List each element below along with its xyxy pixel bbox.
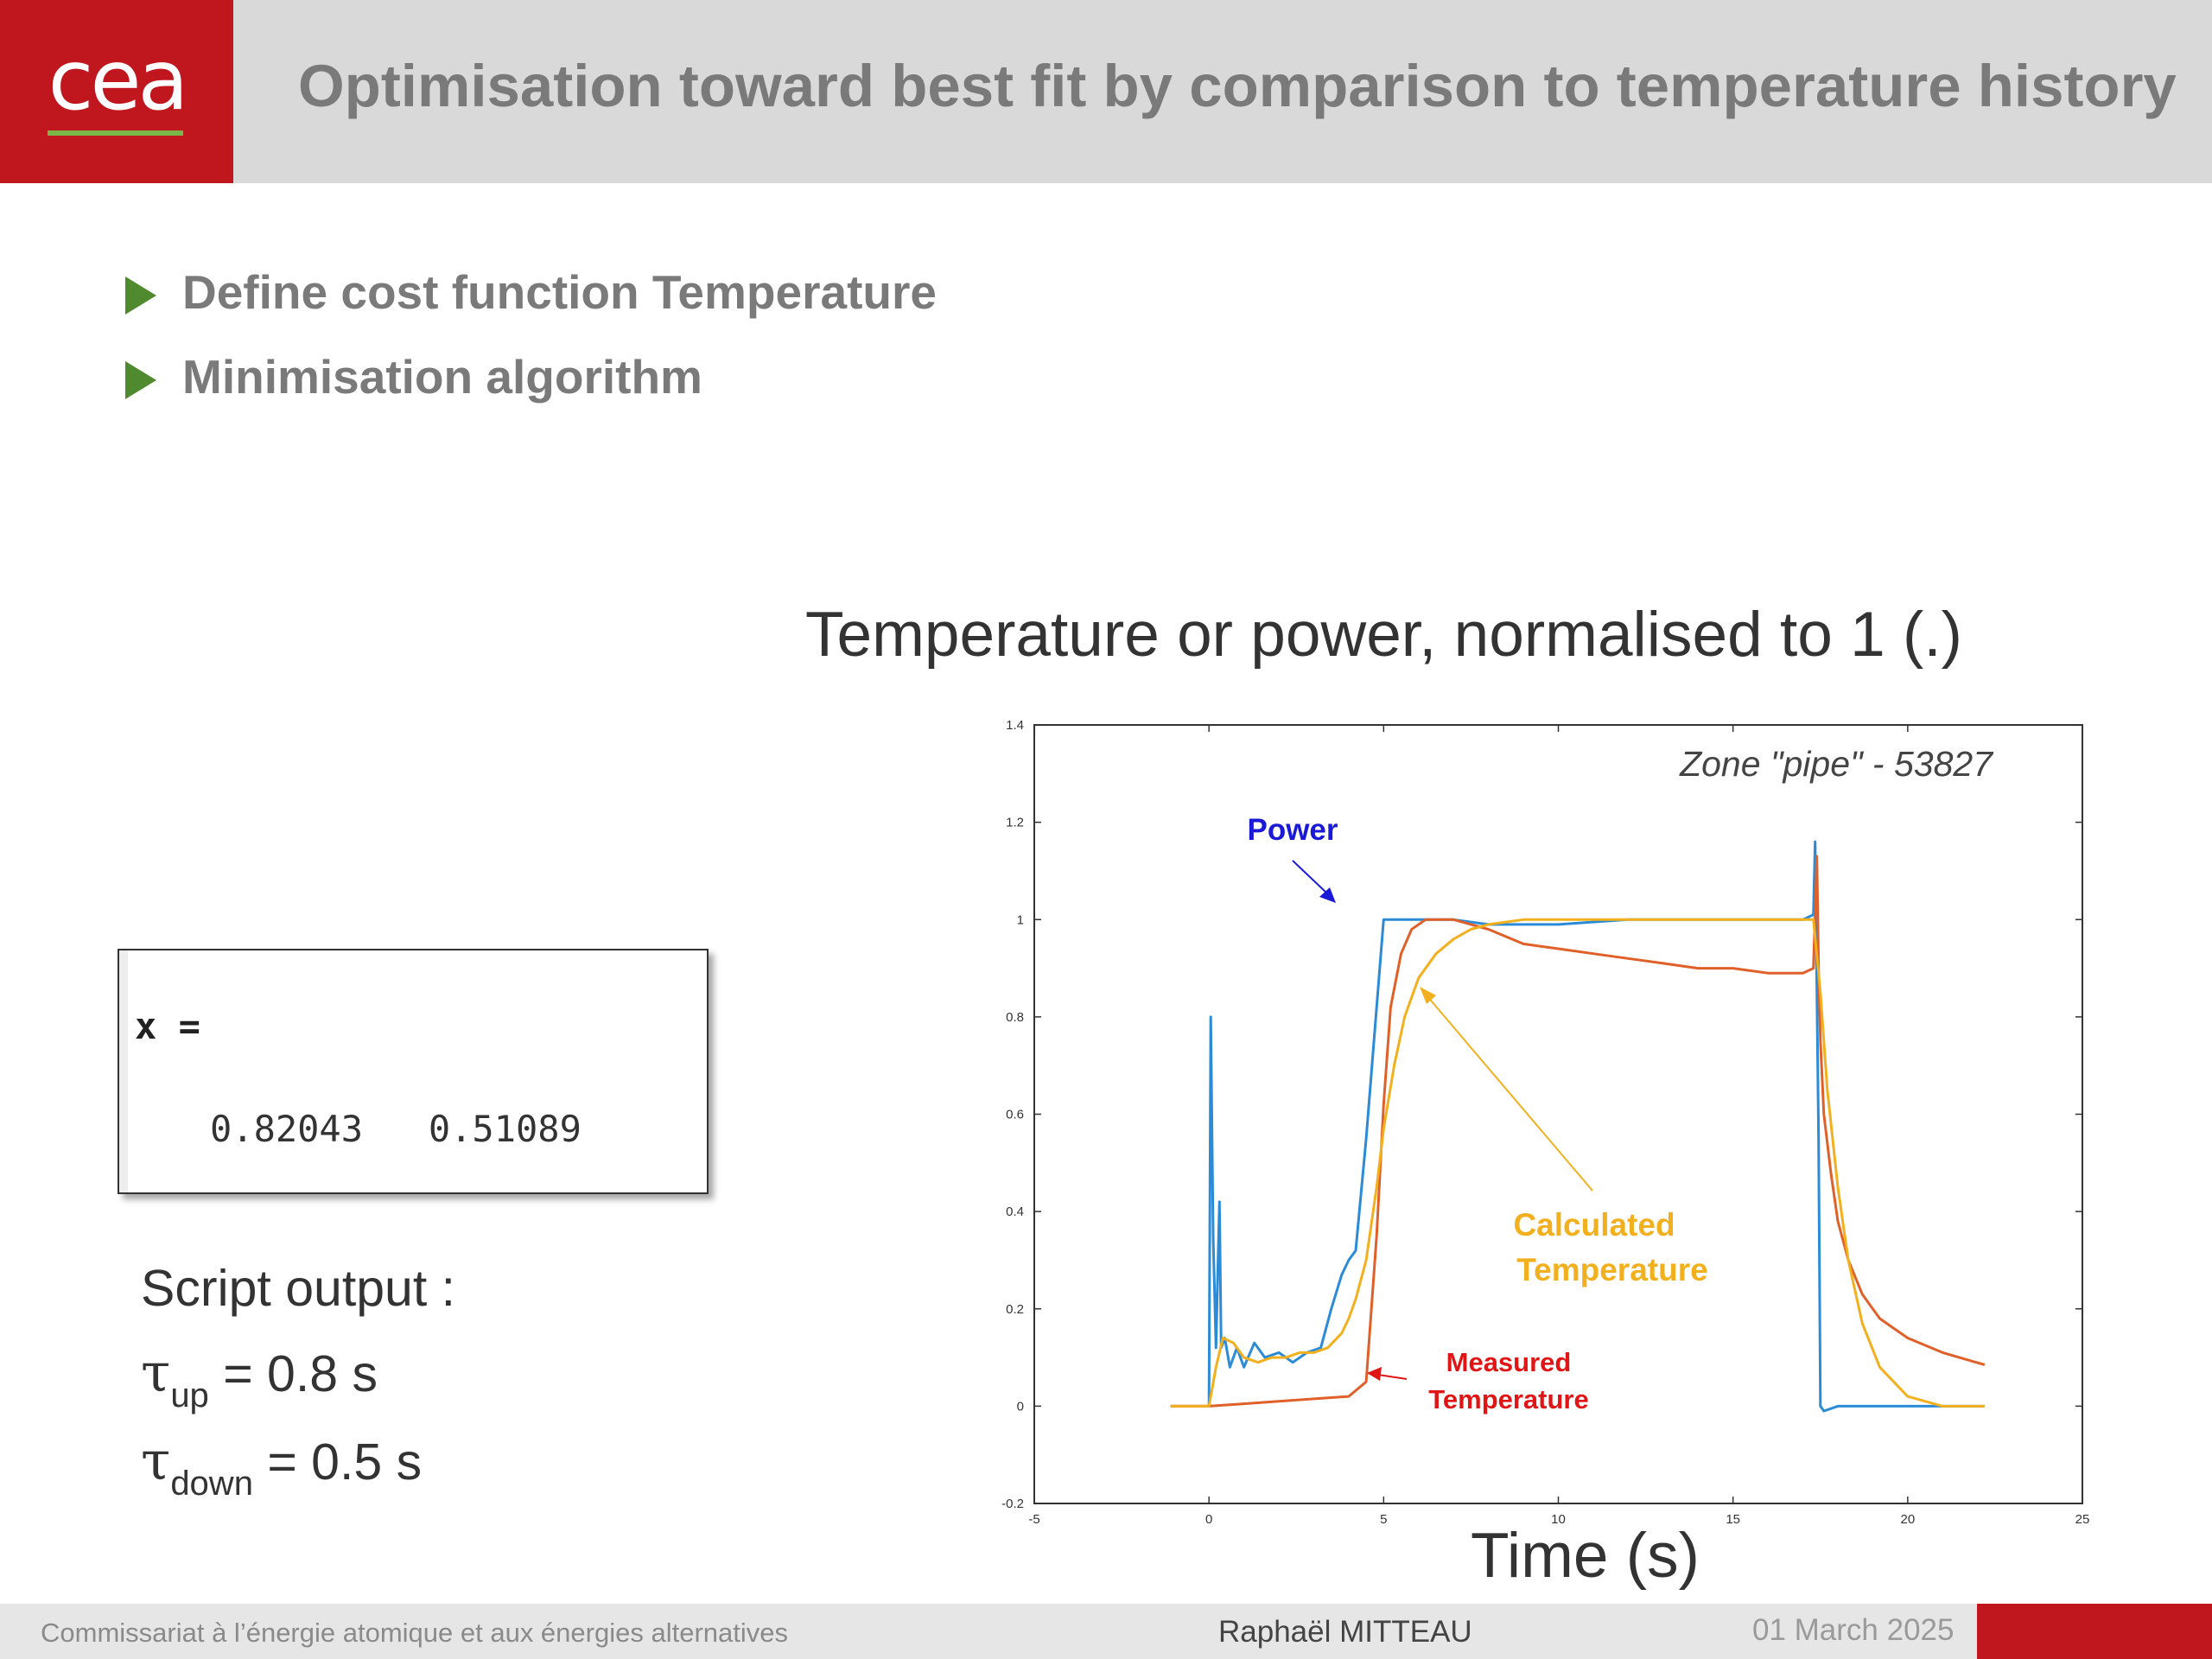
footer-date: 01 March 2025 <box>1752 1613 1955 1647</box>
logo-text: cea <box>48 32 189 129</box>
y-tick-label: 1.2 <box>1006 816 1024 830</box>
x-tick-label: 15 <box>1726 1512 1740 1527</box>
bullet-text: Define cost function Temperature <box>182 265 937 319</box>
script-console: x = 0.82043 0.51089 <box>118 949 709 1194</box>
output-heading: Script output : <box>141 1260 456 1317</box>
footer-author: Raphaël MITTEAU <box>1218 1615 1472 1649</box>
bullet-arrow-icon <box>125 276 156 315</box>
console-variable: x = <box>135 1005 200 1047</box>
x-axis-title: Time (s) <box>1471 1521 1700 1591</box>
y-tick-label: 0.2 <box>1006 1302 1024 1317</box>
x-tick-label: 5 <box>1380 1512 1387 1527</box>
tau-down-value: = 0.5 s <box>252 1433 423 1491</box>
tau-symbol: τ <box>141 1429 171 1492</box>
console-values: 0.82043 0.51089 <box>210 1108 582 1150</box>
bullet-arrow-icon <box>125 361 156 399</box>
y-tick-label: 0.6 <box>1006 1108 1024 1122</box>
footer-accent <box>1977 1604 2212 1659</box>
power-annotation: Power <box>1247 813 1338 847</box>
measured-arrow-head <box>1367 1367 1382 1381</box>
measured-annotation: Temperature <box>1428 1384 1589 1414</box>
x-tick-label: 0 <box>1205 1512 1212 1527</box>
tau-down-line: τdown = 0.5 s <box>141 1429 423 1503</box>
tau-up-value: = 0.8 s <box>208 1345 378 1402</box>
measured-arrow-line <box>1377 1374 1408 1380</box>
tau-up-subscript: up <box>170 1376 209 1414</box>
calculated-arrow-line <box>1426 995 1593 1192</box>
footer-organisation: Commissariat à l’énergie atomique et aux… <box>41 1618 788 1648</box>
slide-header <box>0 0 2212 183</box>
cea-logo: cea <box>0 0 233 183</box>
y-tick-label: 1 <box>1017 912 1024 927</box>
slide-footer <box>0 1604 2212 1659</box>
console-side-bar <box>119 950 128 1192</box>
power-arrow-line <box>1292 860 1328 894</box>
calculated-annotation: Calculated <box>1513 1207 1675 1243</box>
x-tick-label: 20 <box>1900 1512 1915 1527</box>
y-tick-label: -0.2 <box>1001 1497 1024 1511</box>
bullet-text: Minimisation algorithm <box>182 350 702 404</box>
x-tick-label: -5 <box>1028 1512 1039 1527</box>
measured-annotation: Measured <box>1446 1347 1572 1377</box>
zone-label: Zone "pipe" - 53827 <box>1679 744 1994 784</box>
tau-symbol: τ <box>141 1341 171 1404</box>
tau-up-line: τup = 0.8 s <box>141 1341 378 1415</box>
calculated-temperature-series-line <box>1170 918 1985 1408</box>
power-arrow-head <box>1319 887 1336 903</box>
logo-underline <box>48 130 183 136</box>
y-tick-label: 0 <box>1017 1399 1024 1414</box>
x-tick-label: 10 <box>1551 1512 1566 1527</box>
y-tick-label: 0.8 <box>1006 1010 1024 1025</box>
y-tick-label: 0.4 <box>1006 1205 1024 1219</box>
x-tick-label: 25 <box>2075 1512 2090 1527</box>
y-tick-label: 1.4 <box>1006 718 1024 733</box>
measured-temperature-series-line <box>1170 855 1986 1408</box>
calculated-annotation: Temperature <box>1516 1252 1707 1287</box>
tau-down-subscript: down <box>170 1465 253 1503</box>
calculated-arrow-head <box>1420 987 1436 1004</box>
slide-title: Optimisation toward best fit by comparis… <box>298 53 2177 119</box>
chart-title: Temperature or power, normalised to 1 (.… <box>805 600 1962 670</box>
